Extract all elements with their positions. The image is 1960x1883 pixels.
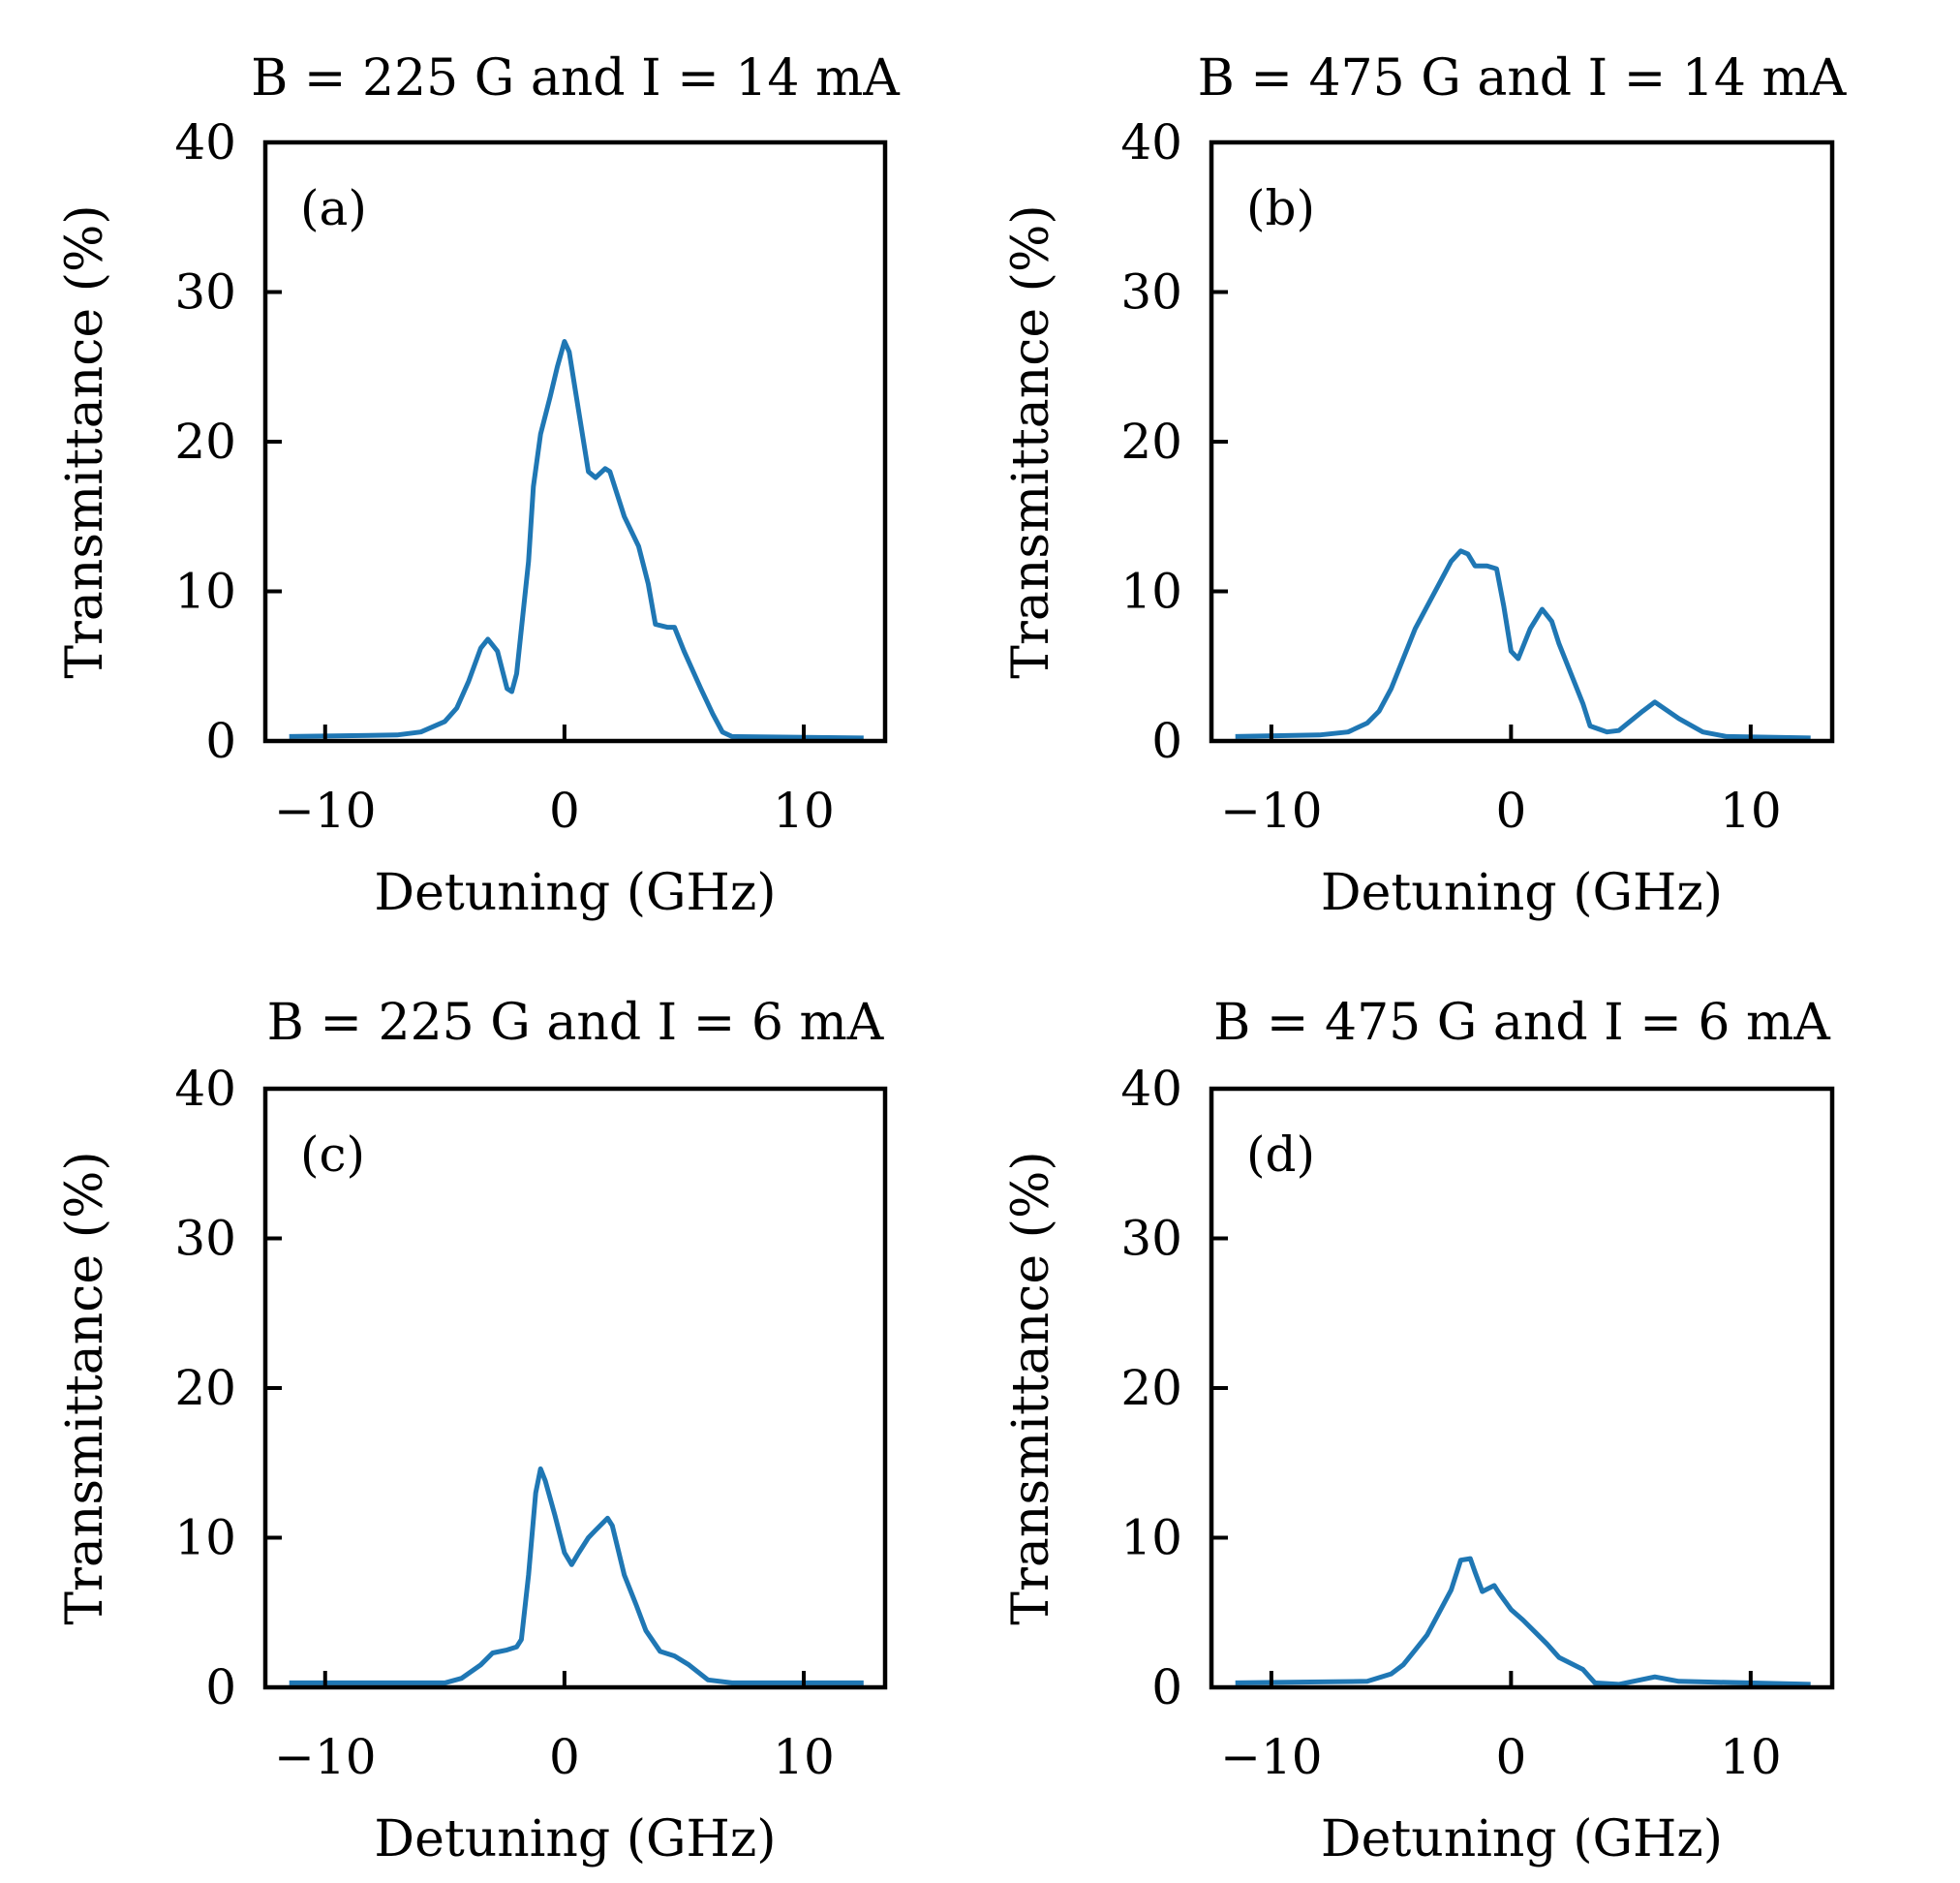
subplot-c: B = 225 G and I = 6 mA −10 0 10 0 10 20 30 40 (c)…	[56, 994, 888, 1868]
y-axis-label: Transmittance (%)	[1002, 204, 1060, 678]
x-tick-label: 10	[1720, 783, 1782, 839]
y-tick-label: 0	[205, 713, 236, 769]
y-tick-label: 20	[174, 1360, 236, 1416]
y-tick-label: 0	[205, 1659, 236, 1715]
y-tick-label: 10	[174, 1510, 236, 1566]
y-axis-label: Transmittance (%)	[56, 204, 114, 678]
subplot-a: B = 225 G and I = 14 mA −10 0 10 0 10 20 30 40 (a…	[56, 49, 901, 922]
y-tick-label: 20	[174, 414, 236, 470]
y-tick-label: 10	[1120, 564, 1182, 620]
x-tick-label: 10	[773, 1729, 835, 1785]
y-tick-label: 40	[174, 1061, 236, 1117]
y-tick-label: 40	[1120, 114, 1182, 170]
x-tick-label: −10	[274, 1729, 377, 1785]
x-axis-label: Detuning (GHz)	[374, 1810, 776, 1868]
y-tick-label: 10	[1120, 1510, 1182, 1566]
x-tick-label: 0	[1495, 1729, 1526, 1785]
subplot-d: B = 475 G and I = 6 mA −10 0 10 0 10 20 30 40 (d)…	[1002, 994, 1835, 1868]
panel-label: (a)	[300, 180, 367, 236]
transmittance-line	[289, 339, 864, 741]
y-tick-label: 30	[1120, 1211, 1182, 1267]
x-axis-label: Detuning (GHz)	[1321, 864, 1723, 922]
y-tick-label: 20	[1120, 414, 1182, 470]
subplot-title: B = 225 G and I = 6 mA	[267, 994, 885, 1052]
y-axis-label: Transmittance (%)	[56, 1151, 114, 1624]
x-tick-label: 0	[1495, 783, 1526, 839]
y-tick-label: 40	[174, 114, 236, 170]
x-tick-label: −10	[274, 783, 377, 839]
subplot-title: B = 475 G and I = 14 mA	[1198, 49, 1848, 108]
y-tick-label: 20	[1120, 1360, 1182, 1416]
x-tick-label: 0	[549, 783, 580, 839]
x-tick-label: −10	[1220, 1729, 1323, 1785]
y-tick-label: 30	[1120, 264, 1182, 321]
x-tick-label: 10	[773, 783, 835, 839]
subplot-title: B = 225 G and I = 14 mA	[251, 49, 901, 108]
y-tick-label: 30	[174, 1211, 236, 1267]
y-tick-label: 0	[1151, 1659, 1182, 1715]
panel-label: (c)	[300, 1127, 365, 1183]
subplot-title: B = 475 G and I = 6 mA	[1213, 994, 1831, 1052]
transmittance-line	[1235, 1556, 1811, 1687]
panel-label: (b)	[1246, 180, 1315, 236]
x-tick-label: −10	[1220, 783, 1323, 839]
y-tick-label: 10	[174, 564, 236, 620]
y-tick-label: 0	[1151, 713, 1182, 769]
transmittance-line	[289, 1466, 864, 1685]
x-tick-label: 0	[549, 1729, 580, 1785]
panel-label: (d)	[1246, 1127, 1315, 1183]
y-tick-label: 40	[1120, 1061, 1182, 1117]
transmittance-line	[1235, 548, 1811, 741]
x-tick-label: 10	[1720, 1729, 1782, 1785]
y-axis-label: Transmittance (%)	[1002, 1151, 1060, 1624]
x-axis-label: Detuning (GHz)	[1321, 1810, 1723, 1868]
y-tick-label: 30	[174, 264, 236, 321]
subplot-b: B = 475 G and I = 14 mA −10 0 10 0 10 20 30 40 (b…	[1002, 49, 1848, 922]
x-axis-label: Detuning (GHz)	[374, 864, 776, 922]
